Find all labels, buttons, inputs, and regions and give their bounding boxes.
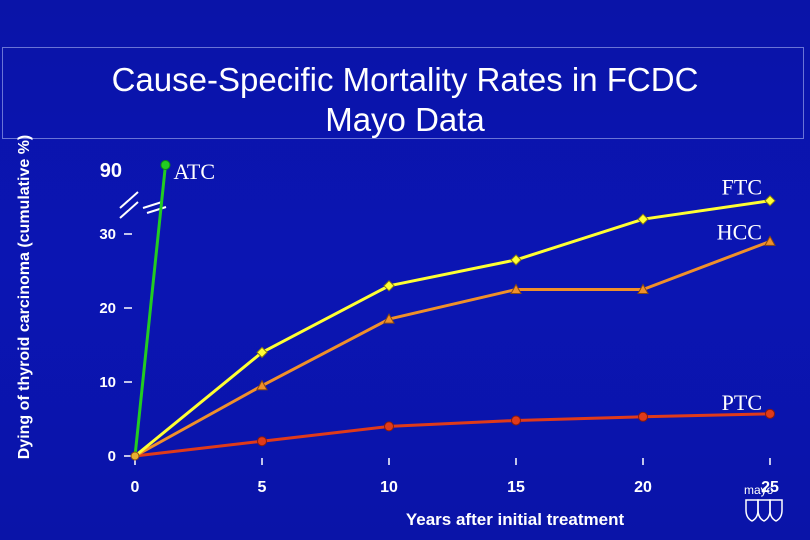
data-point-hcc-25: [764, 235, 776, 246]
data-point-ftc-10: [383, 280, 395, 292]
x-tick-label-0: 0: [131, 479, 140, 496]
x-tick-label-15: 15: [507, 479, 525, 496]
data-point-ftc-5: [256, 346, 268, 359]
data-point-hcc-5: [256, 379, 268, 391]
data-point-atc-1.2: [160, 160, 171, 170]
y-tick-label-20: 20: [99, 300, 116, 317]
y-tick-label-90: 90: [100, 160, 122, 182]
y-tick-label-30: 30: [99, 226, 116, 243]
series-line-ptc: [134, 412, 771, 458]
series-line-atc: [133, 164, 167, 457]
series-label-ftc: FTC: [722, 175, 762, 200]
y-axis-label: Dying of thyroid carcinoma (cumulative %…: [16, 134, 33, 460]
data-point-ptc-25: [765, 408, 775, 419]
x-tick-label-10: 10: [380, 479, 398, 496]
data-point-ptc-10: [384, 421, 394, 432]
data-point-hcc-15: [510, 283, 522, 294]
data-point-hcc-10: [383, 313, 395, 324]
data-point-hcc-20: [637, 283, 649, 294]
series-line-ftc: [134, 199, 771, 458]
series-label-ptc: PTC: [722, 390, 762, 415]
x-tick-label-5: 5: [258, 479, 267, 496]
axis-break-mark-3: [146, 206, 167, 214]
x-tick-label-25: 25: [761, 479, 779, 496]
mayo-shield-icon-3: [769, 499, 783, 522]
series-label-hcc: HCC: [717, 219, 762, 244]
series-line-hcc: [134, 239, 771, 458]
chart-title-line-2: Mayo Data: [325, 101, 485, 138]
data-point-ftc-20: [637, 213, 649, 225]
data-point-ftc-15: [510, 254, 522, 266]
mayo-shield-icon-1: [745, 499, 759, 522]
data-point-ptc-15: [511, 415, 521, 426]
x-tick-label-20: 20: [634, 479, 652, 496]
series-label-atc: ATC: [173, 159, 215, 184]
data-point-origin: [130, 451, 140, 461]
title-box: [2, 47, 804, 139]
x-axis-label: Years after initial treatment: [405, 510, 625, 529]
data-point-ptc-20: [638, 411, 648, 422]
mayo-logo-text: mayo: [744, 483, 774, 497]
mayo-shield-icon-2: [757, 499, 771, 522]
axis-break-mark-1: [119, 201, 139, 219]
data-point-ptc-5: [257, 436, 267, 447]
mayo-logo: mayo: [744, 483, 783, 522]
data-point-ftc-25: [764, 194, 776, 207]
y-tick-label-10: 10: [99, 374, 116, 391]
axis-break-mark-0: [119, 191, 139, 209]
chart-title-line-1: Cause-Specific Mortality Rates in FCDC: [111, 61, 699, 98]
axis-break-mark-2: [142, 201, 163, 209]
y-tick-label-0: 0: [108, 448, 116, 465]
